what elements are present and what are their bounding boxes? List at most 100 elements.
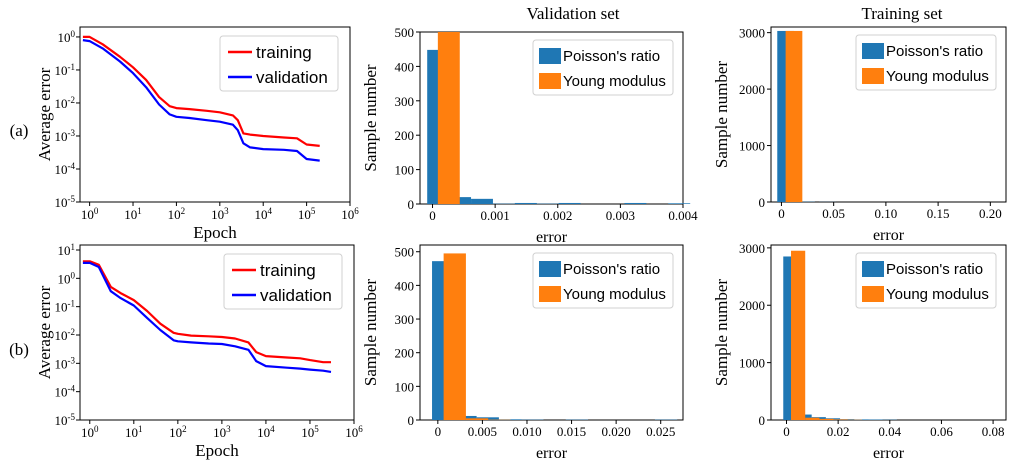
x-tick-label: 0.020 [602, 424, 631, 439]
legend-label: Young modulus [886, 68, 989, 85]
y-tick-label: 100 [58, 270, 76, 286]
legend-swatch [539, 73, 561, 89]
x-tick-label: 103 [211, 206, 229, 222]
legend-label: training [256, 43, 312, 62]
y-tick-label: 10-4 [55, 384, 76, 400]
legend: Poisson's ratio Young modulus [532, 252, 674, 309]
column-title-validation: Validation set [526, 4, 619, 23]
x-tick-label: 0 [783, 424, 790, 439]
y-tick-label: 200 [395, 128, 415, 143]
x-tick-label: 0.04 [878, 424, 901, 439]
legend-label: Poisson's ratio [563, 48, 660, 65]
x-tick-label: 0.002 [543, 208, 572, 223]
x-tick-label: 101 [125, 424, 143, 440]
bar-young [819, 418, 834, 420]
y-tick-label: 3000 [739, 241, 765, 256]
x-tick-label: 0.05 [822, 206, 845, 221]
series-line-training [82, 35, 320, 147]
bar-poisson [558, 202, 581, 204]
y-tick-label: 400 [395, 59, 415, 74]
y-tick-label: 10-3 [55, 128, 76, 144]
legend-label: training [260, 261, 316, 280]
y-tick-label: 101 [58, 242, 76, 258]
y-tick-label: 300 [395, 312, 415, 327]
column-title-training: Training set [861, 4, 942, 23]
y-tick-label: 400 [395, 278, 415, 293]
x-tick-label: 100 [81, 206, 99, 222]
y-axis-label: Sample number [361, 279, 380, 387]
x-tick-label: 0.025 [646, 424, 675, 439]
legend: training validation [223, 253, 343, 310]
y-tick-label: 0 [759, 195, 766, 210]
y-tick-label: 1000 [739, 139, 765, 154]
y-tick-label: 10-1 [55, 62, 76, 78]
bar-young [443, 253, 466, 420]
legend-label: Young modulus [886, 286, 989, 303]
x-tick-label: 0 [435, 424, 442, 439]
y-tick-label: 500 [395, 245, 415, 260]
x-tick-label: 0.15 [927, 206, 950, 221]
legend: training validation [219, 35, 339, 92]
x-tick-label: 102 [169, 424, 187, 440]
row-label-a: (a) [10, 121, 29, 140]
chart-panel-5: 0 0.005 0.010 0.015 0.020 0.025 0 100 200 300 400 5… [361, 244, 684, 462]
x-tick-label: 0.10 [875, 206, 898, 221]
x-tick-label: 102 [168, 206, 186, 222]
y-tick-label: 0 [408, 197, 415, 212]
x-tick-label: 106 [341, 206, 359, 222]
y-tick-label: 0 [408, 413, 415, 428]
x-axis-label: error [873, 227, 905, 244]
y-tick-label: 10-5 [55, 412, 76, 428]
y-tick-label: 10-5 [55, 194, 76, 210]
bar-young [791, 250, 806, 420]
series-line-training [82, 260, 331, 364]
legend-swatch [862, 43, 884, 59]
series-line-validation [82, 261, 332, 373]
x-tick-label: 105 [298, 206, 316, 222]
x-tick-label: 0 [778, 206, 785, 221]
x-axis-label: Epoch [193, 223, 237, 242]
plot-frame [419, 244, 684, 421]
y-tick-label: 200 [395, 346, 415, 361]
chart-panel-4: 100 101 102 103 104 105 106 10-5 10-4 10-3 10-2 10-… [35, 242, 363, 460]
legend-swatch [539, 48, 561, 64]
legend-label: Poisson's ratio [563, 261, 660, 278]
x-axis-label: error [536, 445, 568, 462]
y-tick-label: 10-2 [55, 95, 76, 111]
x-tick-label: 0.001 [481, 208, 510, 223]
legend-swatch [862, 68, 884, 84]
x-tick-label: 0.005 [468, 424, 497, 439]
legend-box [532, 252, 674, 309]
legend-label: Young modulus [563, 73, 666, 90]
x-tick-label: 0.015 [557, 424, 586, 439]
y-axis-label: Sample number [361, 64, 380, 172]
chart-panels: 100 101 102 103 104 105 106 10-5 10-4 10-3 10-2 10-… [35, 25, 1007, 462]
bar-poisson [624, 202, 647, 204]
y-tick-label: 100 [395, 163, 415, 178]
x-tick-label: 0.08 [982, 424, 1005, 439]
y-tick-label: 10-2 [55, 327, 76, 343]
bar-poisson [449, 197, 472, 204]
legend-label: Poisson's ratio [886, 261, 983, 278]
legend: Poisson's ratio Young modulus [532, 39, 674, 96]
x-tick-label: 0.06 [930, 424, 953, 439]
legend-label: Poisson's ratio [886, 43, 983, 60]
y-tick-label: 300 [395, 94, 415, 109]
x-axis-label: error [873, 445, 905, 462]
bar-young [833, 419, 848, 420]
legend-swatch [539, 286, 561, 302]
y-tick-label: 10-3 [55, 355, 76, 371]
chart-panel-2: 0 0.001 0.002 0.003 0.004 0 100 200 300 400 500 err… [361, 25, 698, 246]
y-tick-label: 2000 [739, 298, 765, 313]
chart-panel-1: 100 101 102 103 104 105 106 10-5 10-4 10-3 10-2 10-… [35, 26, 359, 242]
legend-label: validation [260, 286, 332, 305]
legend-box [855, 34, 997, 91]
x-tick-label: 103 [213, 424, 231, 440]
plot-frame [79, 244, 355, 421]
x-tick-label: 0.20 [979, 206, 1002, 221]
bar-young [465, 418, 489, 420]
plot-frame [770, 26, 1007, 203]
y-tick-label: 2000 [739, 82, 765, 97]
series-line-validation [82, 39, 320, 162]
